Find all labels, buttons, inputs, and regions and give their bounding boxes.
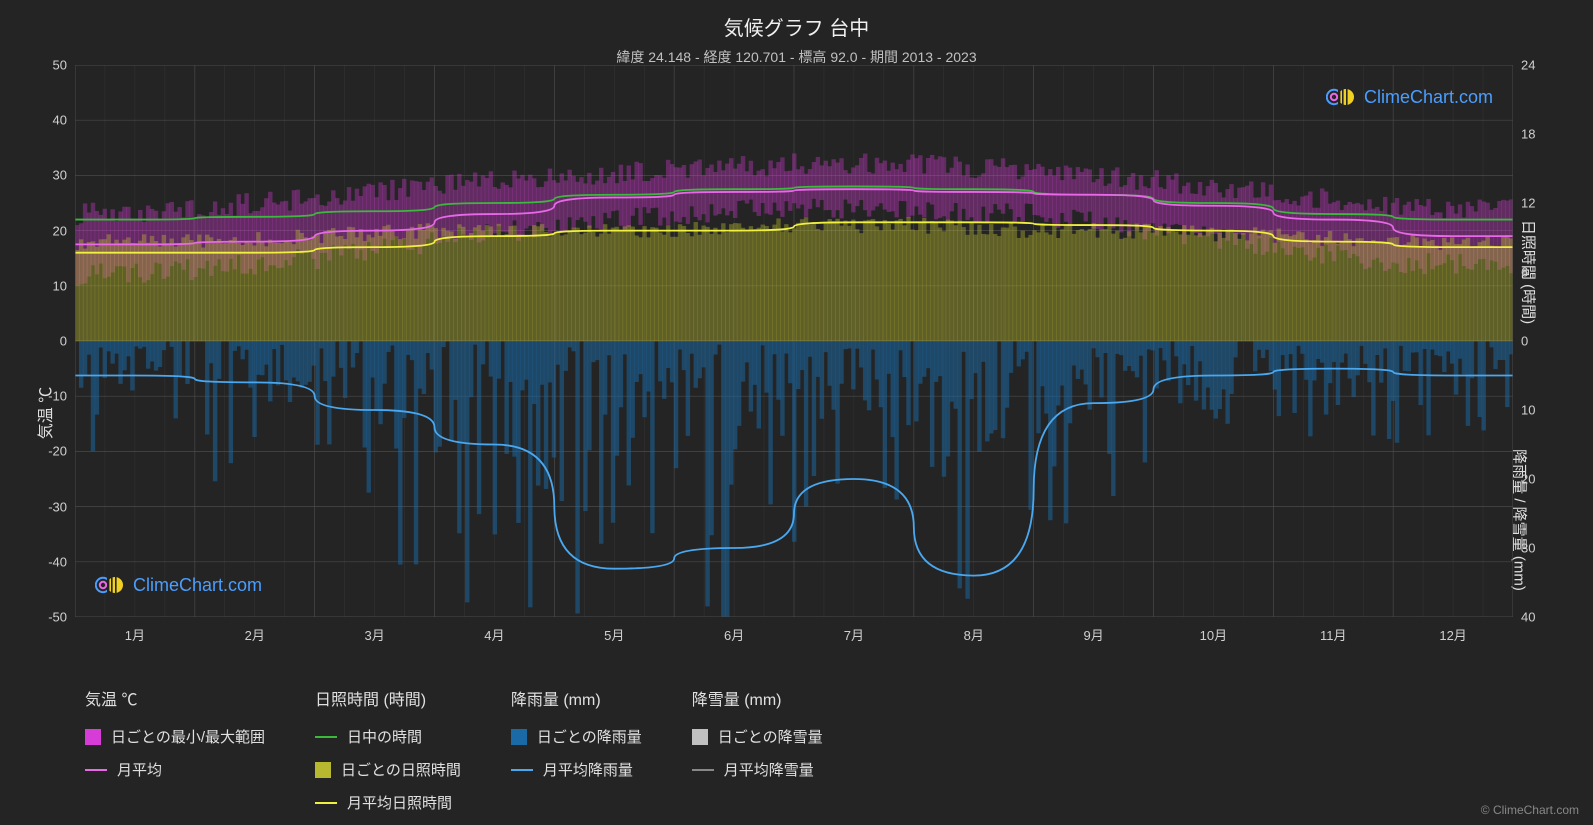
y-tick-right-top: 6: [1521, 265, 1528, 280]
x-tick-month: 4月: [484, 625, 504, 644]
y-tick-right-top: 12: [1521, 196, 1535, 211]
legend-item: 月平均: [85, 759, 265, 780]
plot-area: ClimeChart.com ClimeChart.com 5040302010…: [75, 65, 1513, 617]
legend-item: 日ごとの日照時間: [315, 759, 461, 780]
y-tick-right-bot: 30: [1521, 541, 1535, 556]
legend-header: 降雪量 (mm): [692, 686, 823, 710]
y-tick-left: -40: [48, 554, 67, 569]
x-tick-month: 7月: [844, 625, 864, 644]
legend-swatch-magenta: [85, 729, 101, 745]
x-tick-month: 8月: [964, 625, 984, 644]
x-tick-month: 9月: [1083, 625, 1103, 644]
y-tick-right-top: 0: [1521, 334, 1528, 349]
y-tick-right-bot: 40: [1521, 610, 1535, 625]
y-tick-left: 0: [60, 334, 67, 349]
y-tick-left: -30: [48, 499, 67, 514]
legend-line-green: [315, 736, 337, 738]
legend: 気温 ℃ 日ごとの最小/最大範囲 月平均 日照時間 (時間) 日中の時間 日ごと…: [85, 686, 1553, 813]
legend-line-magenta: [85, 769, 107, 771]
y-tick-right-bot: 20: [1521, 472, 1535, 487]
brand-logo-bottom: ClimeChart.com: [95, 573, 262, 597]
legend-col-sunshine: 日照時間 (時間) 日中の時間 日ごとの日照時間 月平均日照時間: [315, 686, 461, 813]
legend-line-blue: [511, 769, 533, 771]
y-tick-left: -10: [48, 389, 67, 404]
legend-label: 日ごとの降雪量: [718, 726, 823, 747]
legend-label: 月平均降雨量: [543, 759, 633, 780]
legend-item: 日ごとの降雪量: [692, 726, 823, 747]
legend-header: 降雨量 (mm): [511, 686, 642, 710]
y-tick-left: -50: [48, 610, 67, 625]
legend-header: 気温 ℃: [85, 686, 265, 710]
legend-col-snow: 降雪量 (mm) 日ごとの降雪量 月平均降雪量: [692, 686, 823, 813]
legend-col-temp: 気温 ℃ 日ごとの最小/最大範囲 月平均: [85, 686, 265, 813]
legend-label: 日中の時間: [347, 726, 422, 747]
x-tick-month: 11月: [1320, 625, 1347, 644]
legend-line-white: [692, 769, 714, 771]
y-tick-left: 10: [53, 278, 67, 293]
legend-swatch-white: [692, 729, 708, 745]
legend-label: 月平均: [117, 759, 162, 780]
plot-svg: [75, 65, 1513, 617]
legend-label: 日ごとの最小/最大範囲: [111, 726, 265, 747]
legend-swatch-yellow: [315, 762, 331, 778]
y-tick-left: 40: [53, 113, 67, 128]
y-tick-left: 30: [53, 168, 67, 183]
legend-col-rain: 降雨量 (mm) 日ごとの降雨量 月平均降雨量: [511, 686, 642, 813]
chart-title: 気候グラフ 台中: [0, 0, 1593, 41]
brand-text: ClimeChart.com: [1364, 87, 1493, 108]
x-tick-month: 10月: [1200, 625, 1227, 644]
legend-label: 月平均降雪量: [724, 759, 814, 780]
legend-swatch-blue: [511, 729, 527, 745]
legend-item: 月平均降雪量: [692, 759, 823, 780]
legend-label: 日ごとの日照時間: [341, 759, 461, 780]
x-tick-month: 6月: [724, 625, 744, 644]
legend-item: 月平均日照時間: [315, 792, 461, 813]
y-tick-left: 50: [53, 58, 67, 73]
x-tick-month: 12月: [1439, 625, 1466, 644]
legend-label: 月平均日照時間: [347, 792, 452, 813]
legend-line-yellow: [315, 802, 337, 804]
y-tick-left: -20: [48, 444, 67, 459]
brand-text: ClimeChart.com: [133, 575, 262, 596]
x-tick-month: 1月: [125, 625, 145, 644]
y-tick-right-top: 24: [1521, 58, 1535, 73]
legend-item: 月平均降雨量: [511, 759, 642, 780]
x-tick-month: 2月: [245, 625, 265, 644]
y-tick-left: 20: [53, 223, 67, 238]
logo-icon: [1326, 85, 1358, 109]
legend-item: 日ごとの最小/最大範囲: [85, 726, 265, 747]
climate-chart: 気候グラフ 台中 緯度 24.148 - 経度 120.701 - 標高 92.…: [0, 0, 1593, 825]
legend-label: 日ごとの降雨量: [537, 726, 642, 747]
legend-item: 日ごとの降雨量: [511, 726, 642, 747]
x-tick-month: 5月: [604, 625, 624, 644]
legend-item: 日中の時間: [315, 726, 461, 747]
y-tick-right-bot: 10: [1521, 403, 1535, 418]
legend-header: 日照時間 (時間): [315, 686, 461, 710]
chart-subtitle: 緯度 24.148 - 経度 120.701 - 標高 92.0 - 期間 20…: [0, 41, 1593, 67]
x-tick-month: 3月: [364, 625, 384, 644]
logo-icon: [95, 573, 127, 597]
credit: © ClimeChart.com: [1481, 803, 1579, 817]
brand-logo-top: ClimeChart.com: [1326, 85, 1493, 109]
y-tick-right-top: 18: [1521, 127, 1535, 142]
